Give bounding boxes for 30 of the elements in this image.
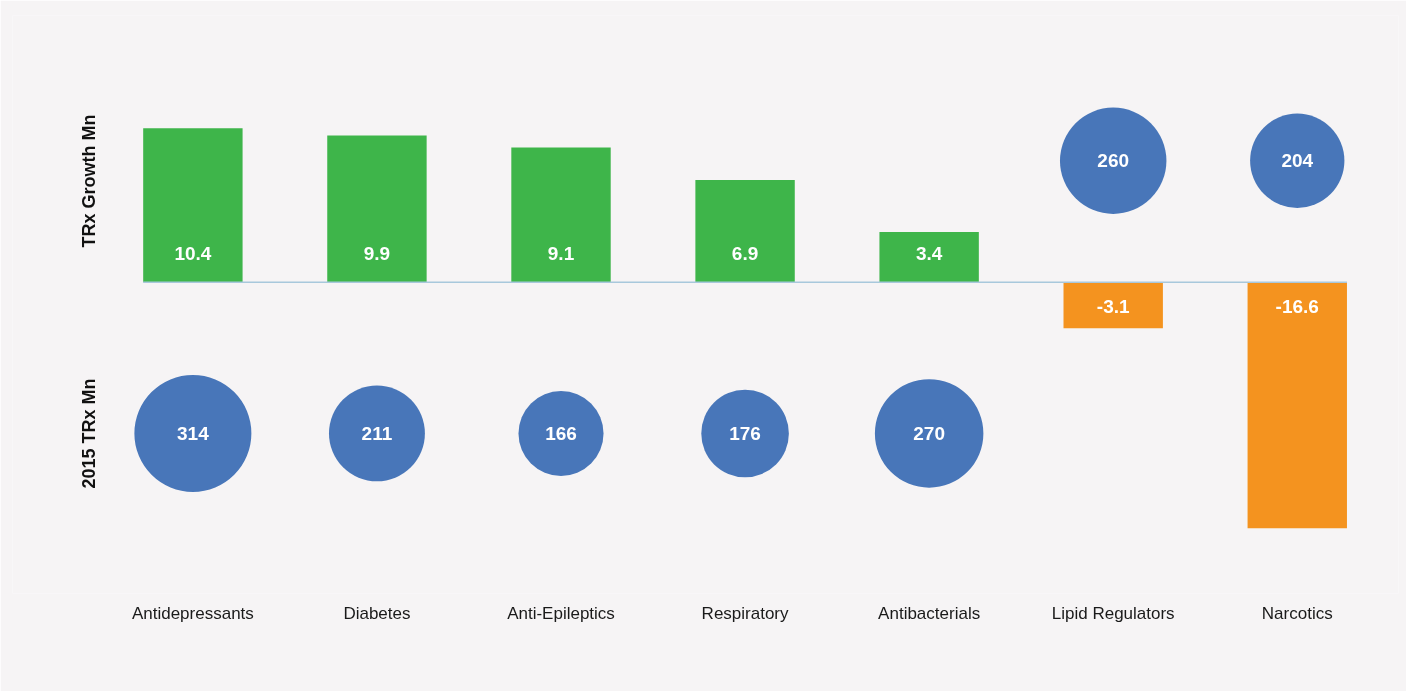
x-tick-label: Narcotics — [1261, 603, 1333, 623]
bar — [1063, 282, 1163, 329]
data-label: 211 — [361, 422, 393, 444]
data-label: 166 — [545, 422, 577, 444]
bar — [879, 231, 979, 283]
y2-axis-title: 2015 TRx Mn — [78, 378, 99, 489]
bar — [1247, 282, 1347, 529]
bar — [511, 147, 611, 283]
data-label: 204 — [1281, 150, 1314, 172]
x-tick-label: Lipid Regulators — [1051, 603, 1175, 623]
data-label: 9.9 — [363, 242, 391, 264]
data-label: -3.1 — [1096, 295, 1130, 317]
data-label: 10.4 — [174, 242, 212, 264]
bar — [695, 180, 795, 283]
x-tick-label: Antidepressants — [131, 603, 254, 623]
data-label: 270 — [913, 422, 945, 444]
data-label: 6.9 — [731, 242, 759, 264]
data-label: 176 — [729, 422, 761, 444]
bar — [327, 135, 427, 283]
data-label: 314 — [177, 422, 210, 444]
data-label: -16.6 — [1275, 295, 1319, 317]
x-tick-label: Anti-Epileptics — [507, 603, 615, 623]
data-label: 260 — [1097, 150, 1130, 172]
data-label: 9.1 — [547, 242, 575, 264]
data-label: 3.4 — [915, 242, 943, 264]
x-tick-label: Diabetes — [343, 603, 411, 623]
bar — [143, 128, 243, 283]
x-tick-label: Antibacterials — [878, 603, 981, 623]
y-axis-title: TRx Growth Mn — [78, 114, 99, 248]
x-tick-label: Respiratory — [701, 603, 790, 623]
